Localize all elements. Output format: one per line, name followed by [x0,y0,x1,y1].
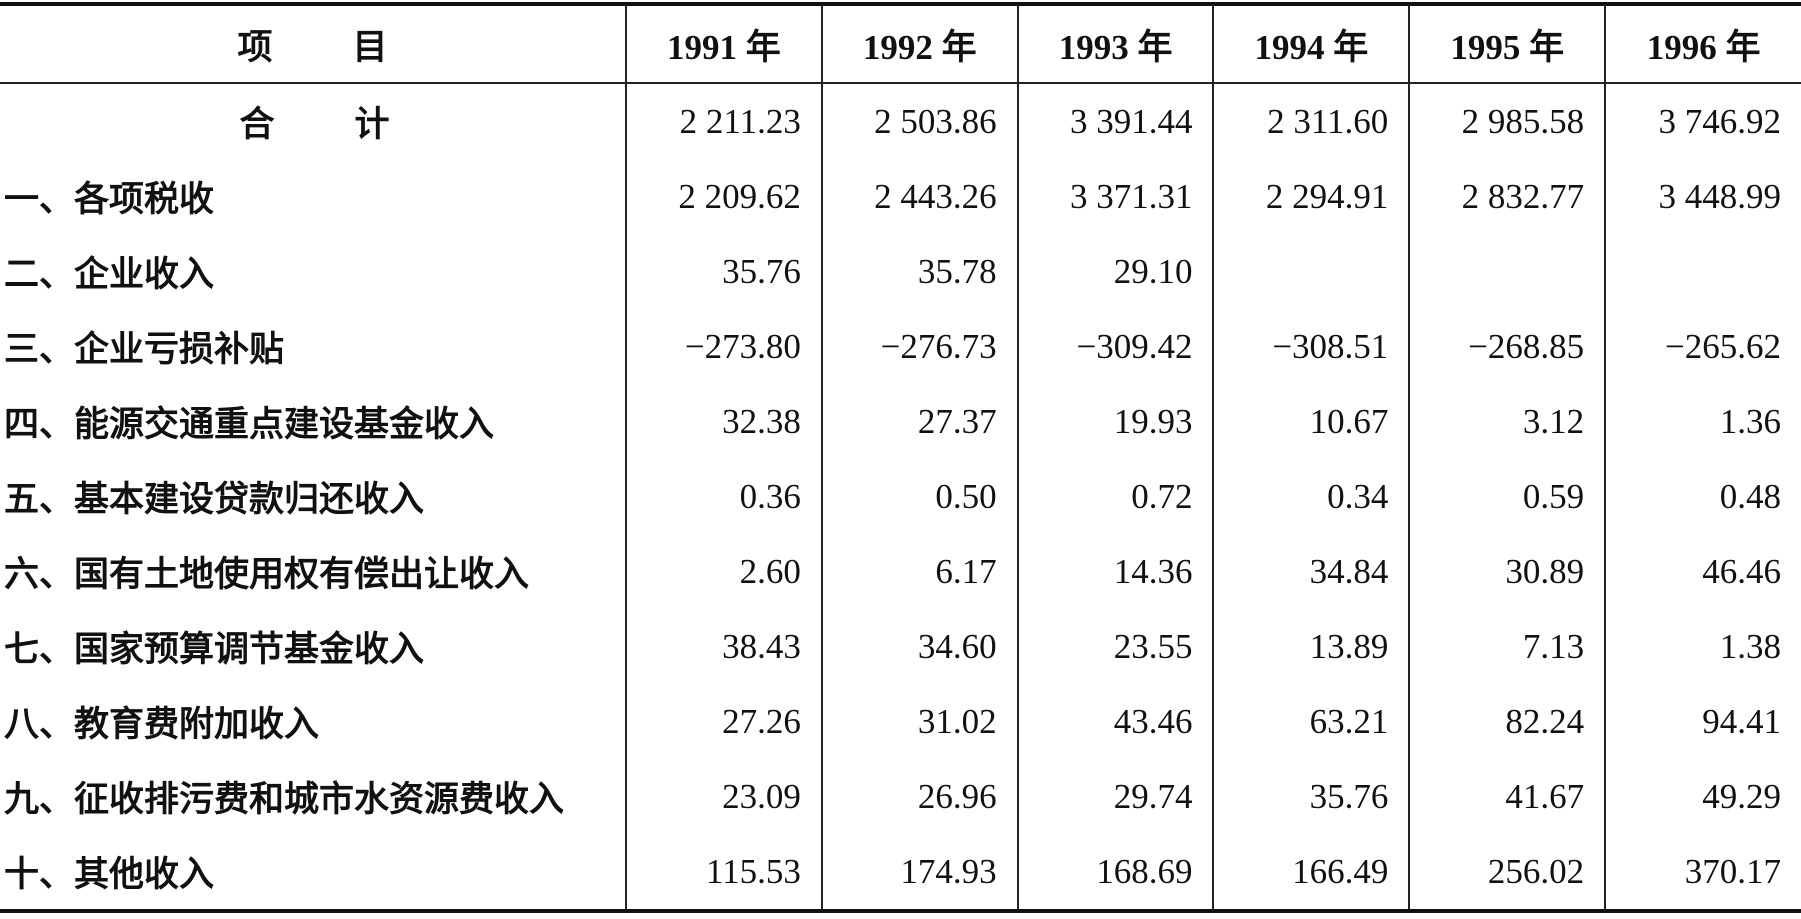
cell-value: 370.17 [1604,834,1801,911]
header-item: 项目 [0,4,626,84]
cell-value: 27.26 [625,684,822,759]
cell-value: 2 832.77 [1408,159,1606,234]
cell-value: 2 294.91 [1212,159,1410,234]
cell-value: 14.36 [1016,534,1214,609]
row-label: 合计 [239,105,470,144]
cell-value: 35.76 [625,234,822,309]
table-row: 五、基本建设贷款归还收入 0.36 0.50 0.72 0.34 0.59 0.48 [0,459,1801,534]
cell-value: 31.02 [820,684,1018,759]
cell-value: 3 391.44 [1016,83,1214,159]
row-label: 六、国有土地使用权有偿出让收入 [4,555,530,594]
cell-value: 2 503.86 [820,83,1018,159]
empty-cell [1604,234,1801,309]
cell-value: 46.46 [1604,534,1801,609]
cell-value: 168.69 [1016,834,1214,911]
cell-value: 2 443.26 [820,159,1018,234]
table-row: 七、国家预算调节基金收入 38.43 34.60 23.55 13.89 7.13 1.38 [0,609,1801,684]
cell-value: 82.24 [1408,684,1606,759]
cell-value: 2 311.60 [1212,83,1410,159]
cell-value: 1.36 [1604,384,1801,459]
cell-value: 166.49 [1212,834,1410,911]
cell-value: 2 985.58 [1408,83,1606,159]
cell-value: 43.46 [1016,684,1214,759]
cell-value: 29.10 [1016,234,1214,309]
header-year: 1994 年 [1212,4,1410,84]
table-row: 九、征收排污费和城市水资源费收入 23.09 26.96 29.74 35.76 41.6… [0,759,1801,834]
cell-value: 1.38 [1604,609,1801,684]
cell-value: 0.72 [1016,459,1214,534]
cell-value: −265.62 [1604,309,1801,384]
cell-value: 94.41 [1604,684,1801,759]
cell-value: −308.51 [1212,309,1410,384]
cell-value: 2.60 [625,534,822,609]
table-row: 四、能源交通重点建设基金收入 32.38 27.37 19.93 10.67 3.12 1.… [0,384,1801,459]
cell-value: 115.53 [625,834,822,911]
table-row: 二、企业收入 35.76 35.78 29.10 [0,234,1801,309]
cell-value: −273.80 [625,309,822,384]
empty-cell [1212,234,1410,309]
cell-value: 0.50 [820,459,1018,534]
cell-value: 256.02 [1408,834,1606,911]
table-row: 十、其他收入 115.53 174.93 168.69 166.49 256.02 370.… [0,834,1801,911]
row-label: 九、征收排污费和城市水资源费收入 [4,780,565,819]
cell-value: 26.96 [820,759,1018,834]
row-label: 八、教育费附加收入 [4,705,320,744]
cell-value: 13.89 [1212,609,1410,684]
cell-value: 34.60 [820,609,1018,684]
cell-value: 3 371.31 [1016,159,1214,234]
cell-value: 6.17 [820,534,1018,609]
cell-value: 7.13 [1408,609,1606,684]
cell-value: 30.89 [1408,534,1606,609]
cell-value: 0.36 [625,459,822,534]
table-row: 一、各项税收 2 209.62 2 443.26 3 371.31 2 294.91 2 … [0,159,1801,234]
empty-cell [1408,234,1606,309]
header-year: 1993 年 [1016,4,1214,84]
cell-value: 3.12 [1408,384,1606,459]
row-label: 一、各项税收 [4,180,215,219]
row-label: 五、基本建设贷款归还收入 [4,480,425,519]
cell-value: 3 448.99 [1604,159,1801,234]
cell-value: 19.93 [1016,384,1214,459]
cell-value: 174.93 [820,834,1018,911]
row-label: 十、其他收入 [4,855,215,894]
row-label: 四、能源交通重点建设基金收入 [4,405,495,444]
table-row: 六、国有土地使用权有偿出让收入 2.60 6.17 14.36 34.84 30.89 46… [0,534,1801,609]
header-year: 1996 年 [1604,4,1801,84]
cell-value: −309.42 [1016,309,1214,384]
header-year: 1991 年 [625,4,822,84]
row-label: 七、国家预算调节基金收入 [4,630,425,669]
cell-value: 0.59 [1408,459,1606,534]
cell-value: 32.38 [625,384,822,459]
cell-value: 10.67 [1212,384,1410,459]
cell-value: 35.78 [820,234,1018,309]
cell-value: 2 209.62 [625,159,822,234]
table-row: 三、企业亏损补贴 −273.80 −276.73 −309.42 −308.51 −268… [0,309,1801,384]
cell-value: 34.84 [1212,534,1410,609]
cell-value: 27.37 [820,384,1018,459]
cell-value: 3 746.92 [1604,83,1801,159]
row-label: 二、企业收入 [4,255,215,294]
cell-value: 35.76 [1212,759,1410,834]
cell-value: 0.34 [1212,459,1410,534]
table-row: 合计 2 211.23 2 503.86 3 391.44 2 311.60 2 985.… [0,83,1801,159]
header-year: 1992 年 [820,4,1018,84]
cell-value: 38.43 [625,609,822,684]
cell-value: 23.55 [1016,609,1214,684]
cell-value: −268.85 [1408,309,1606,384]
header-year: 1995 年 [1408,4,1606,84]
cell-value: 63.21 [1212,684,1410,759]
cell-value: 23.09 [625,759,822,834]
cell-value: 0.48 [1604,459,1801,534]
cell-value: −276.73 [820,309,1018,384]
cell-value: 29.74 [1016,759,1214,834]
row-label: 三、企业亏损补贴 [4,330,285,369]
cell-value: 49.29 [1604,759,1801,834]
cell-value: 41.67 [1408,759,1606,834]
table-body: 合计 2 211.23 2 503.86 3 391.44 2 311.60 2 985.… [0,83,1801,911]
table-row: 八、教育费附加收入 27.26 31.02 43.46 63.21 82.24 94.41 [0,684,1801,759]
cell-value: 2 211.23 [625,83,822,159]
header-row: 项目 1991 年 1992 年 1993 年 1994 年 1995 年 1996 年 [0,4,1801,84]
